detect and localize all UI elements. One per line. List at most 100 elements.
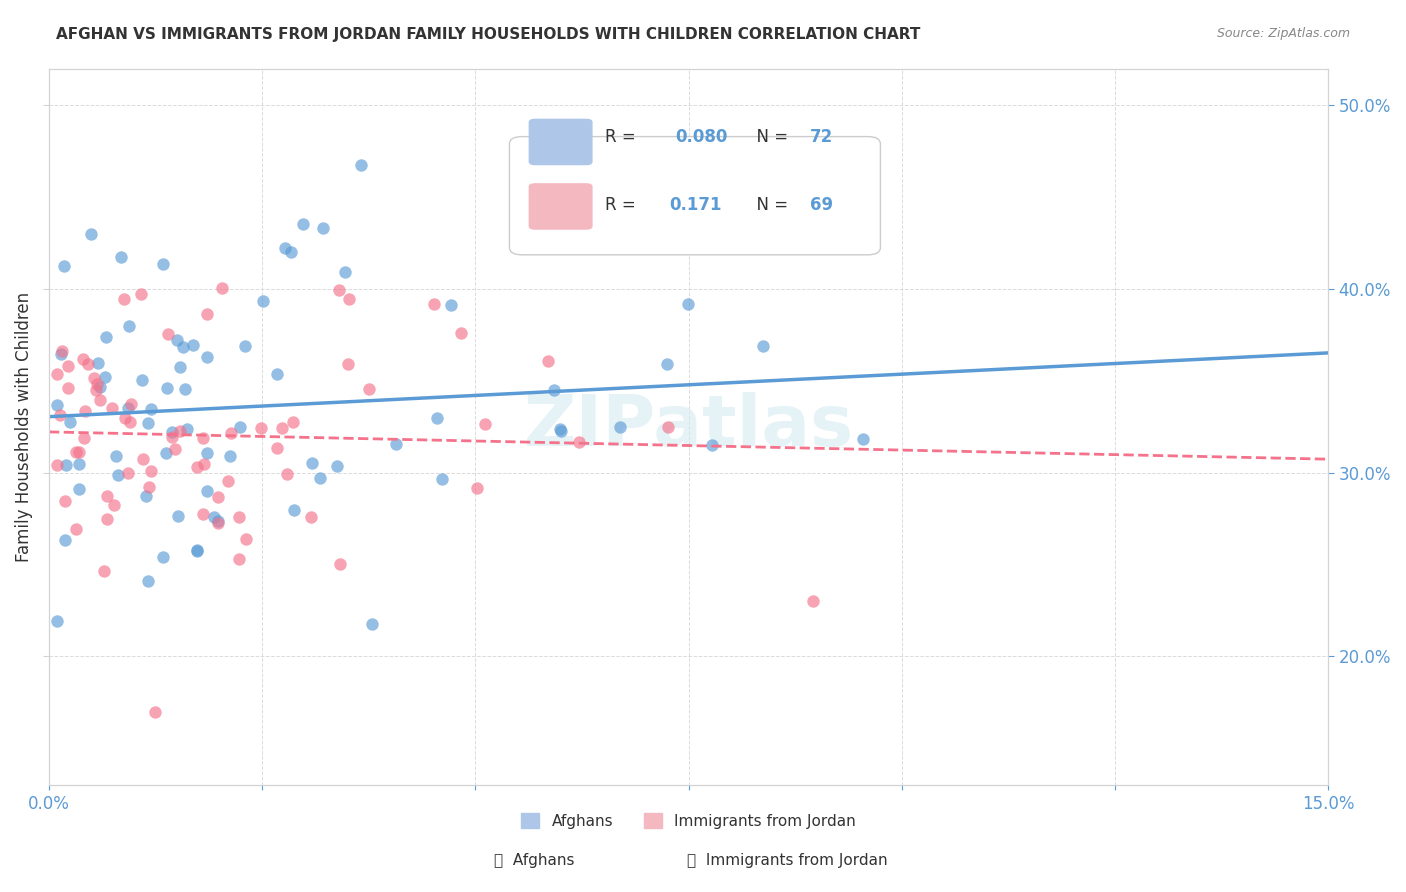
Point (228, 552, 250, 566)
Point (169, 424, 191, 438)
Point (132, 452, 155, 467)
Point (46, 614, 69, 628)
Point (328, 283, 350, 297)
Point (112, 292, 135, 306)
Point (77, 358, 100, 372)
Point (207, 490, 229, 504)
Point (136, 416, 159, 430)
Text: N =: N = (747, 195, 793, 214)
Point (56, 381, 79, 395)
Point (350, 158, 373, 172)
Text: N =: N = (747, 128, 793, 145)
Point (135, 489, 157, 503)
Point (329, 558, 352, 572)
Point (55, 458, 77, 472)
Point (65, 444, 87, 458)
Point (186, 543, 208, 558)
Point (195, 308, 218, 322)
Point (536, 353, 558, 368)
Point (93, 564, 115, 578)
Point (55, 493, 77, 508)
Point (166, 508, 188, 523)
Point (301, 510, 323, 524)
Point (657, 420, 679, 434)
Point (266, 441, 288, 455)
Point (67, 482, 90, 496)
Point (172, 339, 194, 353)
Point (283, 503, 305, 517)
Point (360, 617, 382, 632)
Point (80, 227, 103, 241)
Point (53, 533, 76, 548)
Point (84, 384, 107, 398)
Point (67, 445, 90, 459)
Point (568, 434, 591, 449)
Point (166, 333, 188, 347)
Point (195, 350, 218, 364)
Point (156, 381, 179, 395)
Point (440, 298, 463, 312)
Point (94, 370, 117, 384)
Point (337, 292, 360, 306)
Point (65, 522, 87, 536)
Point (160, 425, 183, 439)
Point (308, 471, 330, 485)
Point (186, 460, 208, 475)
Point (59, 415, 82, 429)
Point (219, 450, 242, 464)
Point (163, 442, 186, 456)
Point (89, 379, 111, 393)
Point (281, 415, 304, 429)
Point (51, 344, 73, 359)
Point (228, 510, 250, 524)
Point (141, 402, 163, 417)
Point (423, 297, 446, 311)
Point (87, 356, 110, 370)
Point (219, 426, 242, 441)
Point (312, 221, 335, 235)
Point (72, 351, 94, 366)
Point (193, 507, 215, 521)
Point (233, 339, 256, 353)
Point (169, 359, 191, 374)
Point (52, 259, 75, 273)
Text: 0.080: 0.080 (676, 128, 728, 145)
Y-axis label: Family Households with Children: Family Households with Children (15, 292, 32, 562)
Point (676, 297, 699, 311)
Point (273, 241, 295, 255)
Point (276, 467, 298, 481)
Point (426, 410, 449, 425)
Point (118, 319, 141, 334)
FancyBboxPatch shape (509, 136, 880, 255)
Point (49, 347, 72, 361)
Point (75, 404, 97, 418)
Point (333, 265, 356, 279)
Point (58, 359, 80, 374)
Point (117, 466, 139, 480)
Point (49, 408, 72, 422)
Point (67, 457, 90, 471)
Point (801, 594, 824, 608)
Point (152, 257, 174, 271)
Point (193, 457, 215, 471)
Point (202, 510, 225, 524)
Point (73, 431, 96, 445)
Point (181, 338, 204, 352)
Point (46, 458, 69, 472)
Point (280, 244, 302, 259)
Point (174, 382, 197, 396)
Text: 72: 72 (810, 128, 834, 145)
Point (385, 437, 408, 451)
Point (207, 514, 229, 528)
Point (430, 472, 453, 486)
Text: Source: ZipAtlas.com: Source: ZipAtlas.com (1216, 27, 1350, 40)
Text: AFGHAN VS IMMIGRANTS FROM JORDAN FAMILY HOUSEHOLDS WITH CHILDREN CORRELATION CHA: AFGHAN VS IMMIGRANTS FROM JORDAN FAMILY … (56, 27, 921, 42)
Point (107, 467, 129, 482)
Point (301, 456, 323, 470)
Point (271, 421, 294, 435)
Point (191, 431, 214, 445)
Point (138, 480, 160, 494)
Text: ⬜  Immigrants from Jordan: ⬜ Immigrants from Jordan (688, 854, 887, 868)
Point (120, 397, 142, 411)
Point (46, 368, 69, 382)
